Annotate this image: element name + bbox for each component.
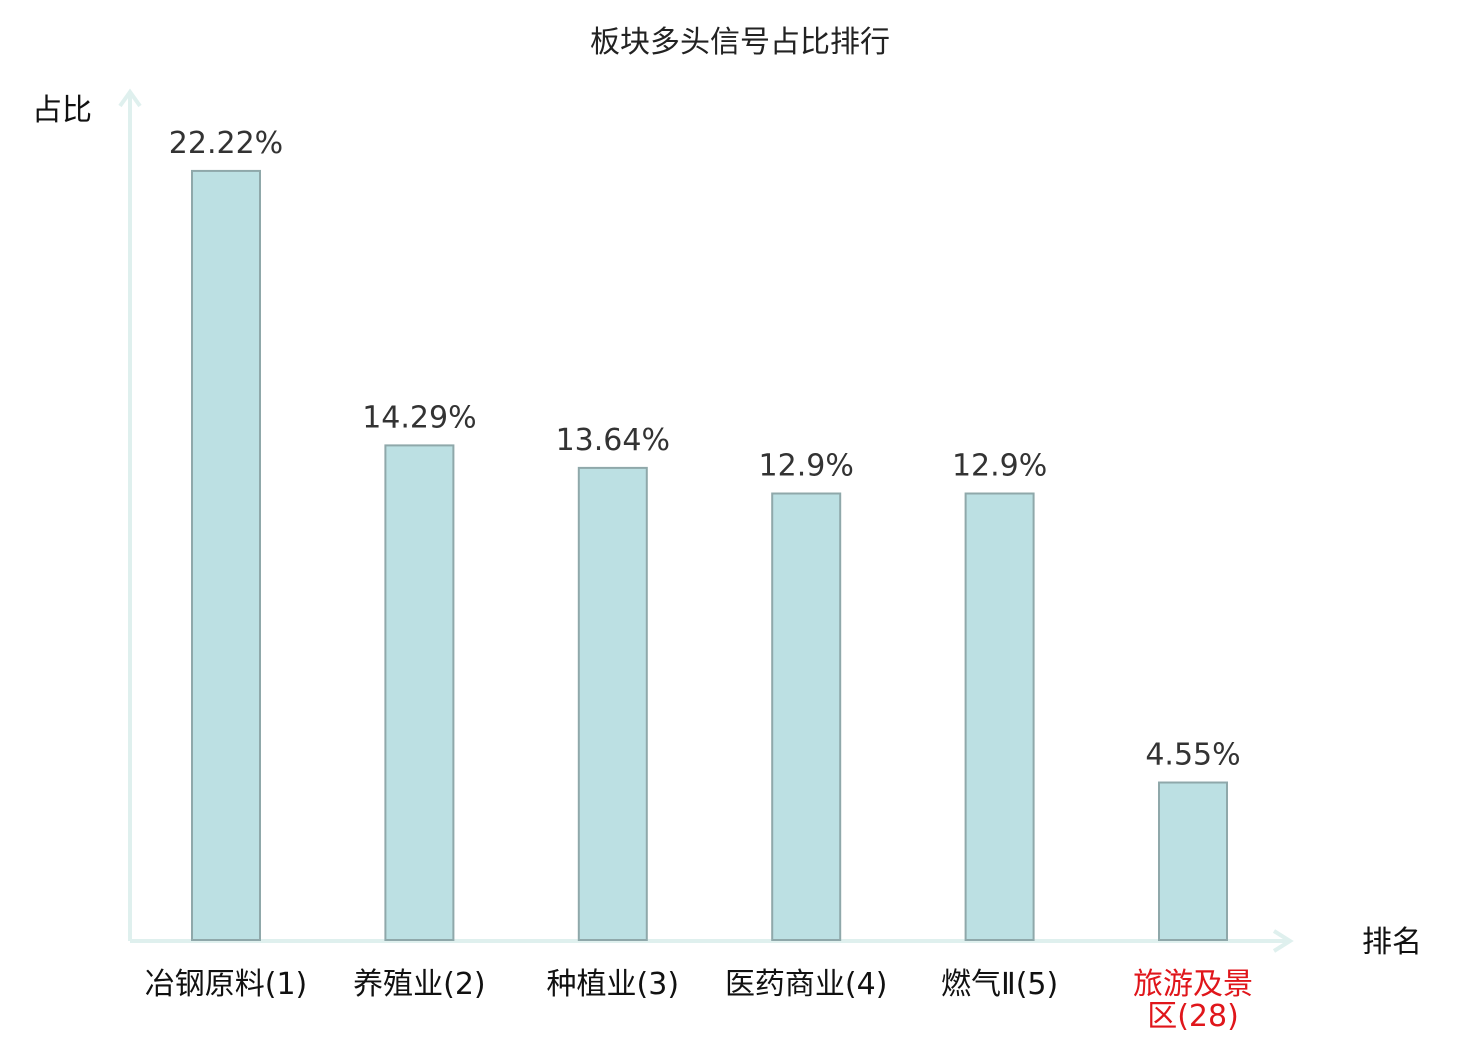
- category-label: 养殖业(2): [353, 967, 486, 1002]
- x-axis: [130, 929, 1294, 953]
- bar-value-label: 14.29%: [362, 400, 476, 435]
- category-label: 燃气Ⅱ(5): [941, 967, 1058, 1002]
- bar: [1158, 781, 1228, 941]
- category-label: 种植业(3): [547, 967, 680, 1002]
- bar-value-label: 22.22%: [169, 126, 283, 161]
- bar: [771, 492, 842, 941]
- category-label: 区(28): [1147, 999, 1239, 1034]
- category-label: 冶钢原料(1): [145, 967, 308, 1002]
- y-axis-label: 占比: [32, 93, 92, 128]
- bar-value-label: 4.55%: [1145, 738, 1240, 773]
- x-axis-arrow: [1272, 929, 1294, 953]
- bar: [964, 492, 1035, 941]
- category-labels-group: 冶钢原料(1) 养殖业(2) 种植业(3) 医药商业(4) 燃气Ⅱ(5) 旅游及景区(28…: [145, 967, 1253, 1034]
- value-labels-group: 22.22% 14.29% 13.64% 12.9% 12.9% 4.55%: [169, 126, 1241, 773]
- bars-group: [191, 169, 1228, 942]
- chart-title: 板块多头信号占比排行: [590, 25, 890, 60]
- y-axis: [118, 88, 142, 941]
- bar-value-label: 13.64%: [556, 423, 670, 458]
- bar: [577, 466, 648, 941]
- y-axis-arrow: [118, 88, 142, 108]
- category-label: 旅游及景: [1133, 967, 1253, 1002]
- bar-value-label: 12.9%: [952, 449, 1047, 484]
- bar: [384, 444, 455, 941]
- category-label: 医药商业(4): [725, 967, 888, 1002]
- x-axis-label: 排名: [1362, 925, 1422, 960]
- bar: [191, 169, 261, 942]
- bar-value-label: 12.9%: [759, 449, 854, 484]
